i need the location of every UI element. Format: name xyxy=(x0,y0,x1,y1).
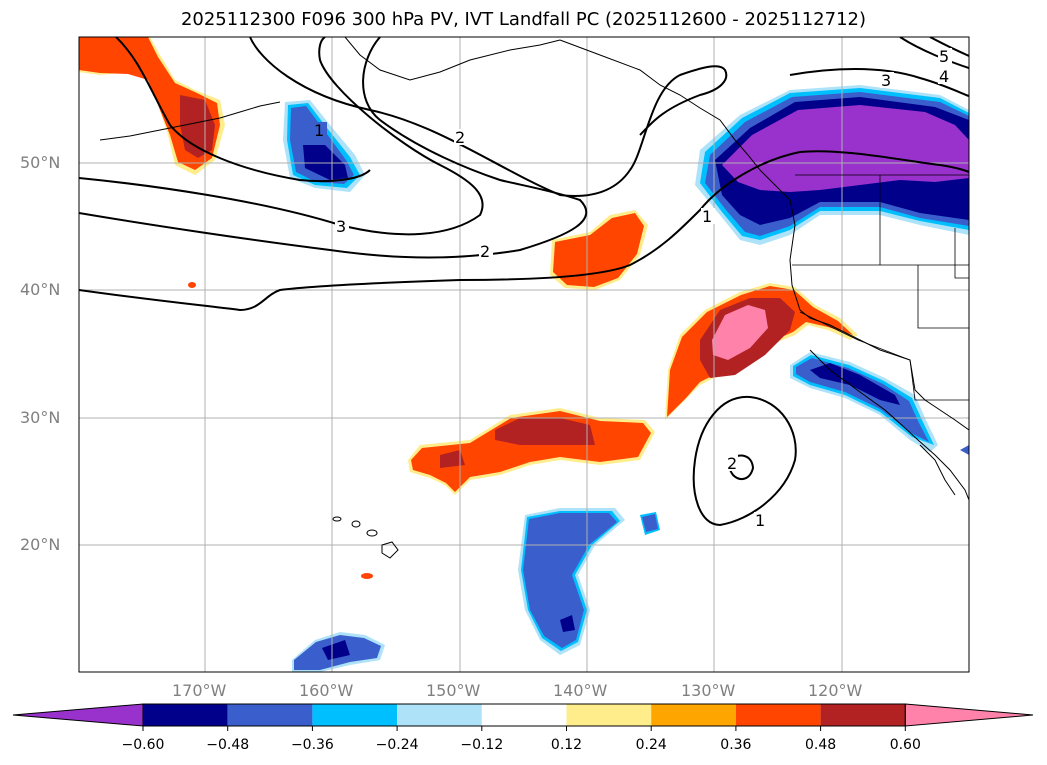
colorbar-tick-label: 0.48 xyxy=(805,737,837,753)
map-frame xyxy=(78,36,970,673)
negative-anomaly-south xyxy=(292,632,385,672)
contour-label: 2 xyxy=(455,128,465,147)
colorbar-segment xyxy=(312,704,398,726)
lat-label-50: 50°N xyxy=(20,153,61,172)
colorbar-segment xyxy=(735,704,821,726)
map-title: 2025112300 F096 300 hPa PV, IVT Landfall… xyxy=(180,9,867,30)
colorbar-segment xyxy=(397,704,482,726)
colorbar-extend-high xyxy=(904,703,1034,727)
lon-label-120w: 120°W xyxy=(808,681,863,700)
colorbar-segment xyxy=(566,704,652,726)
colorbar-segment xyxy=(143,704,228,726)
colorbar-segment xyxy=(820,704,906,726)
colorbar xyxy=(12,703,1034,731)
contour-label: 2 xyxy=(727,454,737,473)
contour-label: 2 xyxy=(480,242,490,261)
gridlines xyxy=(79,37,969,672)
colorbar-tick-label: 0.36 xyxy=(720,737,752,753)
contour-label: 3 xyxy=(881,71,891,90)
lon-label-160w: 160°W xyxy=(299,681,354,700)
political-borders xyxy=(792,174,969,401)
lat-label-20: 20°N xyxy=(20,535,61,554)
colorbar-tick-label: −0.12 xyxy=(460,737,504,753)
lat-label-30: 30°N xyxy=(20,408,61,427)
positive-anomaly-subtropical xyxy=(408,408,655,495)
small-anomaly xyxy=(361,573,373,579)
colorbar-tick-label: 0.24 xyxy=(635,737,667,753)
contour-label: 1 xyxy=(702,207,712,226)
colorbar-extend-low xyxy=(12,703,144,727)
contour-label: 1 xyxy=(314,121,324,140)
contour-label: 1 xyxy=(755,511,765,530)
colorbar-tick-label: 0.12 xyxy=(550,737,583,753)
lon-label-140w: 140°W xyxy=(553,681,608,700)
colorbar-tick-label: −0.60 xyxy=(121,737,165,753)
lon-label-150w: 150°W xyxy=(426,681,481,700)
contour-label: 4 xyxy=(939,67,949,86)
lat-label-40: 40°N xyxy=(20,280,61,299)
colorbar-border xyxy=(142,703,906,727)
colorbar-tick-label: −0.24 xyxy=(375,737,419,753)
colorbar-segment xyxy=(481,704,567,726)
map-plot-area: 1 1 2 2 3 3 4 5 1 2 xyxy=(79,37,969,672)
colorbar-tick-label: −0.48 xyxy=(206,737,250,753)
lon-label-170w: 170°W xyxy=(172,681,227,700)
pv-contours xyxy=(79,37,969,527)
small-anomaly xyxy=(188,282,196,288)
colorbar-tick-label: 0.60 xyxy=(889,737,921,753)
negative-anomaly-northeast xyxy=(695,85,969,245)
hawaiian-islands xyxy=(332,516,399,559)
colorbar-segment xyxy=(651,704,736,726)
contour-label: 3 xyxy=(336,217,346,236)
lon-label-130w: 130°W xyxy=(681,681,736,700)
colorbar-tick-label: −0.36 xyxy=(290,737,334,753)
contour-label: 5 xyxy=(939,47,949,66)
colorbar-segment xyxy=(227,704,313,726)
negative-anomaly-aleutian xyxy=(283,100,365,192)
